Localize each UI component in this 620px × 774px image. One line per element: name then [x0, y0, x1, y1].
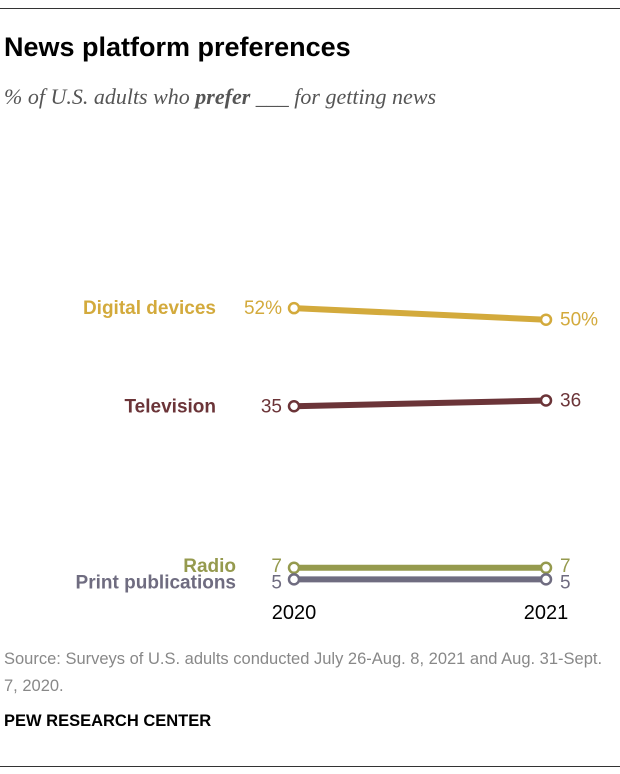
credit-label: PEW RESEARCH CENTER [4, 712, 212, 730]
bottom-rule [0, 766, 620, 767]
chart-subtitle: % of U.S. adults who prefer ___ for gett… [4, 84, 436, 110]
value-label-television-end: 36 [560, 390, 581, 411]
x-tick-label-2021: 2021 [524, 602, 569, 624]
series-label-digital-devices: Digital devices [83, 298, 216, 319]
value-label-television-start: 35 [261, 396, 282, 417]
value-label-radio-start: 7 [271, 556, 282, 577]
value-label-digital-devices-start: 52% [244, 298, 282, 319]
value-label-print-publications-start: 5 [271, 572, 282, 593]
top-rule [0, 8, 620, 9]
data-point-print-publications-2020 [287, 573, 301, 586]
data-point-print-publications-2021 [539, 573, 553, 586]
value-label-digital-devices-end: 50% [560, 310, 598, 331]
x-tick-label-2020: 2020 [272, 602, 317, 624]
data-point-digital-devices-2021 [539, 313, 553, 326]
line-chart: 52% 50% Digital devices 35 36 Television 7 7 Rad… [76, 298, 599, 624]
subtitle-blank: ___ [250, 84, 295, 109]
subtitle-prefix: % of U.S. adults who [4, 84, 196, 109]
value-label-radio-end: 7 [560, 556, 571, 577]
series-line-television [293, 397, 547, 410]
data-point-television-2020 [287, 400, 301, 413]
series-label-print-publications: Print publications [76, 572, 236, 593]
data-point-radio-2021 [539, 561, 553, 575]
series-label-radio: Radio [183, 556, 236, 577]
subtitle-emphasis: prefer [195, 84, 251, 109]
subtitle-suffix: for getting news [294, 84, 437, 109]
series-line-digital-devices [293, 305, 547, 323]
series-label-television: Television [124, 396, 216, 417]
source-note: Source: Surveys of U.S. adults conducted… [4, 650, 603, 695]
data-point-radio-2020 [287, 561, 301, 575]
data-point-digital-devices-2020 [287, 301, 301, 315]
data-point-television-2021 [539, 394, 553, 407]
chart-title: News platform preferences [4, 32, 351, 62]
value-label-print-publications-end: 5 [560, 572, 571, 593]
